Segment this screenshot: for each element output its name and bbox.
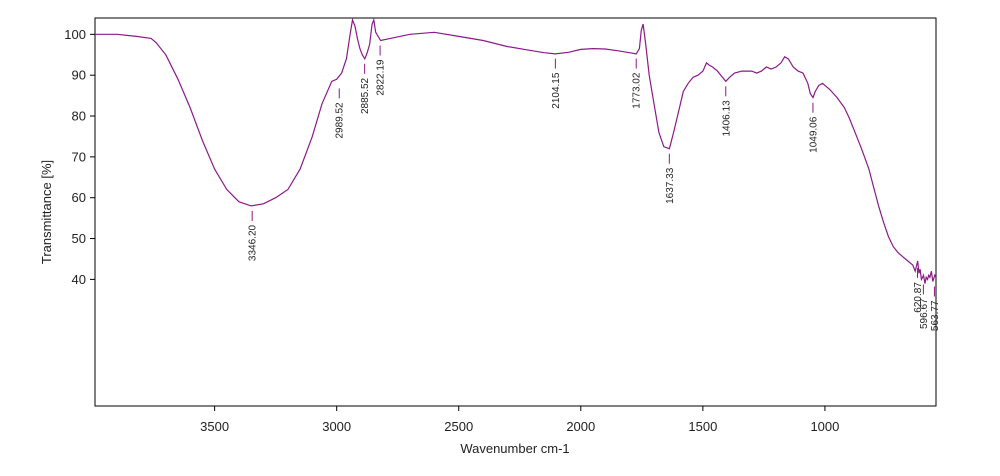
y-tick-label: 80: [72, 109, 86, 124]
y-tick-label: 90: [72, 68, 86, 83]
peak-label: 1637.33: [665, 167, 676, 204]
peak-label: 563.77: [930, 300, 941, 331]
x-tick-label: 2000: [566, 419, 595, 434]
y-tick-label: 50: [72, 231, 86, 246]
peak-label: 1406.13: [721, 100, 732, 137]
y-tick-label: 60: [72, 190, 86, 205]
x-tick-label: 3000: [322, 419, 351, 434]
y-tick-label: 70: [72, 149, 86, 164]
y-axis-title: Transmittance [%]: [39, 160, 54, 264]
x-axis: 3500 3000 2500 2000 1500 1000: [200, 406, 839, 434]
peak-label: 2989.52: [335, 102, 346, 139]
peak-label: 3346.20: [248, 224, 259, 261]
x-axis-title: Wavenumber cm-1: [460, 441, 569, 456]
y-tick-label: 40: [72, 272, 86, 287]
peak-label: 1049.06: [808, 116, 819, 153]
x-tick-label: 2500: [444, 419, 473, 434]
x-tick-label: 1500: [688, 419, 717, 434]
y-tick-label: 100: [64, 27, 86, 42]
peak-label: 2822.19: [376, 59, 387, 96]
x-tick-label: 3500: [200, 419, 229, 434]
peak-label: 2104.15: [551, 72, 562, 109]
plot-frame: [94, 17, 937, 407]
y-axis: 40 50 60 70 80 90 100: [64, 27, 95, 287]
peak-label: 2885.52: [360, 77, 371, 114]
x-tick-label: 1000: [810, 419, 839, 434]
peak-label: 596.67: [919, 298, 930, 329]
peak-annotations: 3346.20 2989.52 2885.52 2822.19 2104.15 1773.…: [248, 45, 941, 331]
peak-label: 1773.02: [632, 72, 643, 109]
spectrum-line: [95, 17, 937, 284]
peak-label: 620.87: [913, 282, 924, 313]
